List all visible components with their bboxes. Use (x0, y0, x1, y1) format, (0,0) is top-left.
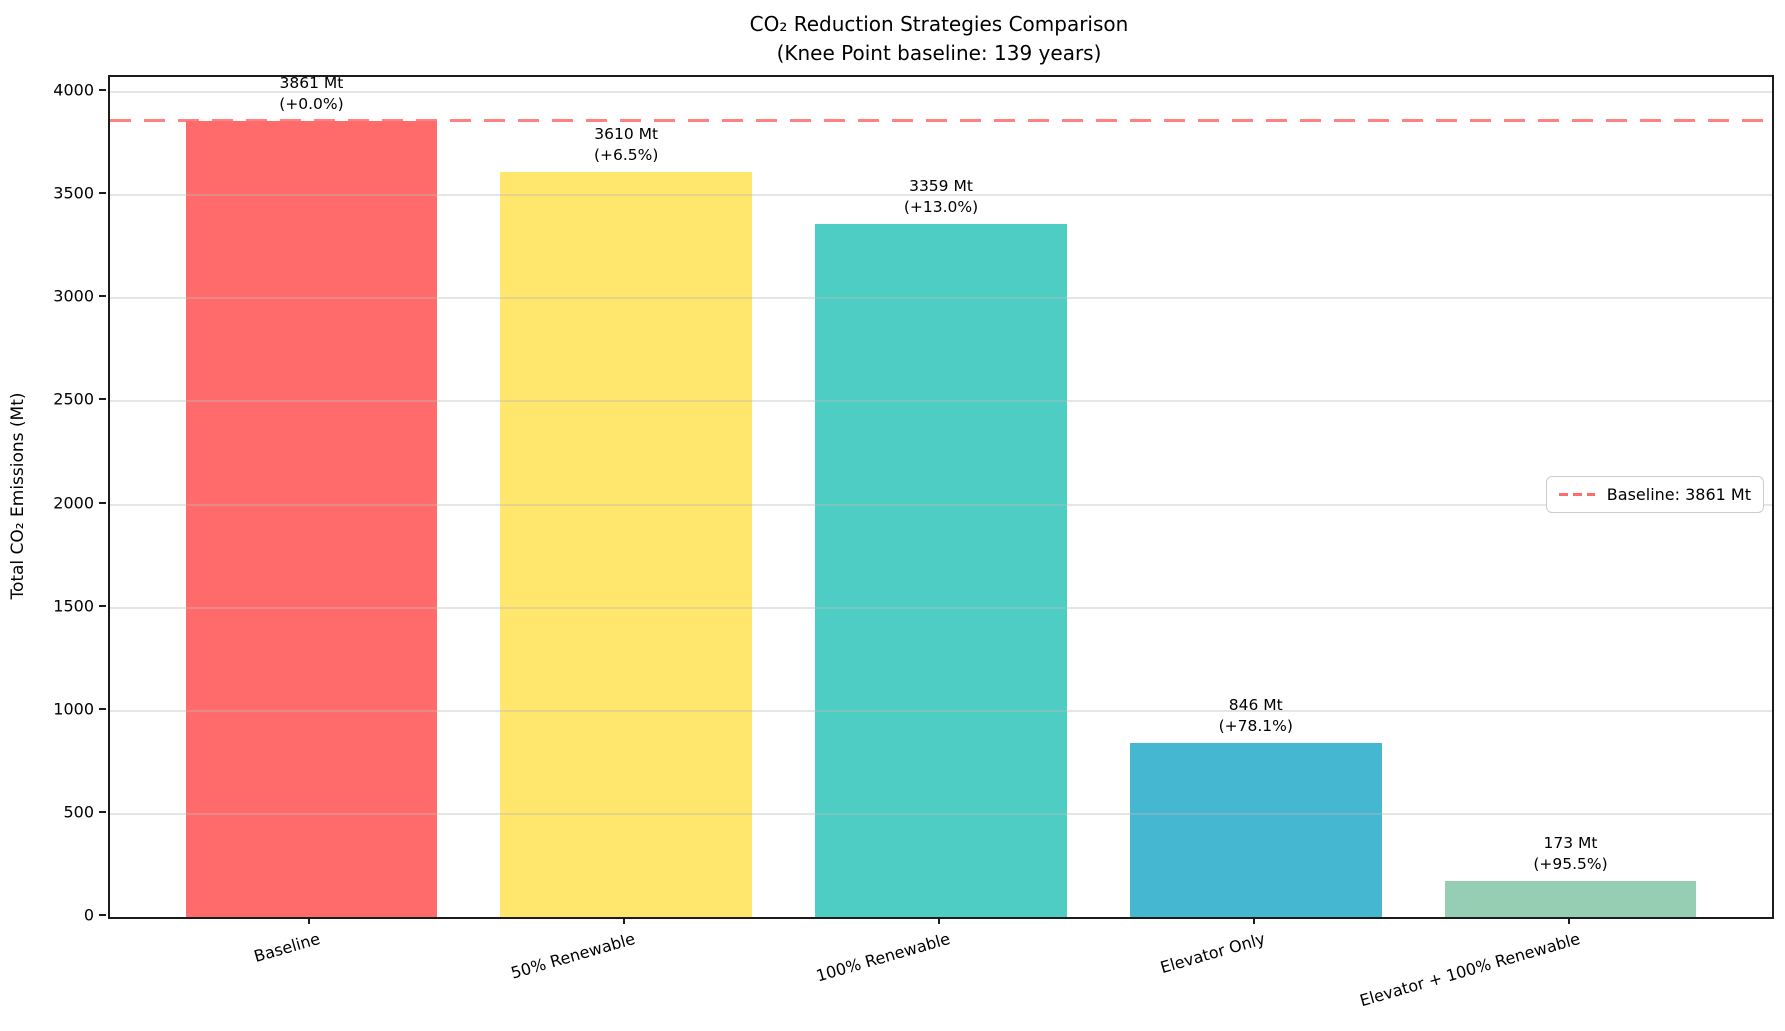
plot-area: 3861 Mt (+0.0%) 3610 Mt (+6.5%) 3359 Mt (+13.… (108, 73, 1774, 919)
y-tick-label: 0 (83, 905, 94, 925)
x-tick-mark (1252, 917, 1255, 924)
y-tick-mark (99, 914, 106, 916)
gridline (110, 194, 1772, 197)
bar-value-label: 173 Mt (+95.5%) (1533, 834, 1608, 874)
y-tick-label: 3000 (53, 286, 94, 306)
y-tick-mark (99, 295, 106, 298)
legend-label: Baseline: 3861 Mt (1606, 485, 1751, 504)
bar-pct-label: (+78.1%) (1218, 716, 1293, 735)
gridline (110, 503, 1772, 506)
x-tick-mark (623, 917, 626, 924)
legend-dashed-line-swatch (1558, 493, 1595, 496)
bar-50-renewable (500, 172, 753, 917)
bar-pct-label: (+6.5%) (593, 146, 659, 165)
gridline (110, 812, 1772, 815)
bar-value-label: 3359 Mt (+13.0%) (903, 177, 979, 217)
legend: Baseline: 3861 Mt (1545, 476, 1764, 513)
bar-baseline (185, 120, 438, 917)
y-tick-mark (99, 398, 106, 401)
chart-title-line1: CO₂ Reduction Strategies Comparison (749, 12, 1129, 36)
x-tick-label-100-renewable: 100% Renewable (813, 929, 953, 986)
gridline (110, 297, 1772, 300)
y-tick-label: 500 (63, 802, 94, 822)
y-tick-label: 1000 (53, 699, 94, 719)
y-tick-mark (99, 604, 106, 607)
y-tick-mark (99, 707, 106, 710)
bar-value-label: 3610 Mt (+6.5%) (593, 125, 659, 165)
y-axis-label: Total CO₂ Emissions (Mt) (8, 392, 28, 600)
x-tick-label-elevator-100-renewable: Elevator + 100% Renewable (1357, 929, 1582, 1011)
y-tick-label: 3500 (53, 183, 94, 203)
y-tick-mark (99, 501, 106, 504)
bar-pct-label: (+95.5%) (1533, 855, 1608, 874)
gridline (110, 709, 1772, 712)
bar-pct-label: (+0.0%) (279, 94, 344, 113)
gridline (110, 91, 1772, 94)
y-tick-mark (99, 810, 106, 813)
x-tick-mark (1567, 917, 1570, 924)
y-tick-mark (99, 89, 106, 92)
x-tick-label-50-renewable: 50% Renewable (508, 929, 638, 983)
y-tick-label: 1500 (53, 596, 94, 616)
y-tick-label: 2000 (53, 493, 94, 513)
gridline (110, 400, 1772, 403)
bar-100-renewable (815, 224, 1067, 917)
x-tick-label-baseline: Baseline (252, 929, 323, 966)
bar-pct-label: (+13.0%) (903, 198, 979, 217)
gridline (110, 606, 1772, 609)
bar-elevator-only (1129, 742, 1382, 917)
x-tick-label-elevator-only: Elevator Only (1157, 929, 1268, 978)
baseline-dashed-line (110, 119, 1772, 123)
x-tick-mark (308, 917, 311, 924)
bar-value-label: 3861 Mt (+0.0%) (279, 73, 344, 113)
bar-value-label: 846 Mt (+78.1%) (1218, 695, 1293, 735)
y-tick-mark (99, 192, 106, 195)
x-tick-mark (938, 917, 940, 924)
y-tick-label: 2500 (53, 389, 94, 409)
bar-elevator-100-renewable (1444, 881, 1697, 917)
chart-title: CO₂ Reduction Strategies Comparison (Kne… (108, 10, 1770, 68)
chart-title-line2: (Knee Point baseline: 139 years) (776, 41, 1102, 65)
y-tick-label: 4000 (53, 80, 94, 100)
